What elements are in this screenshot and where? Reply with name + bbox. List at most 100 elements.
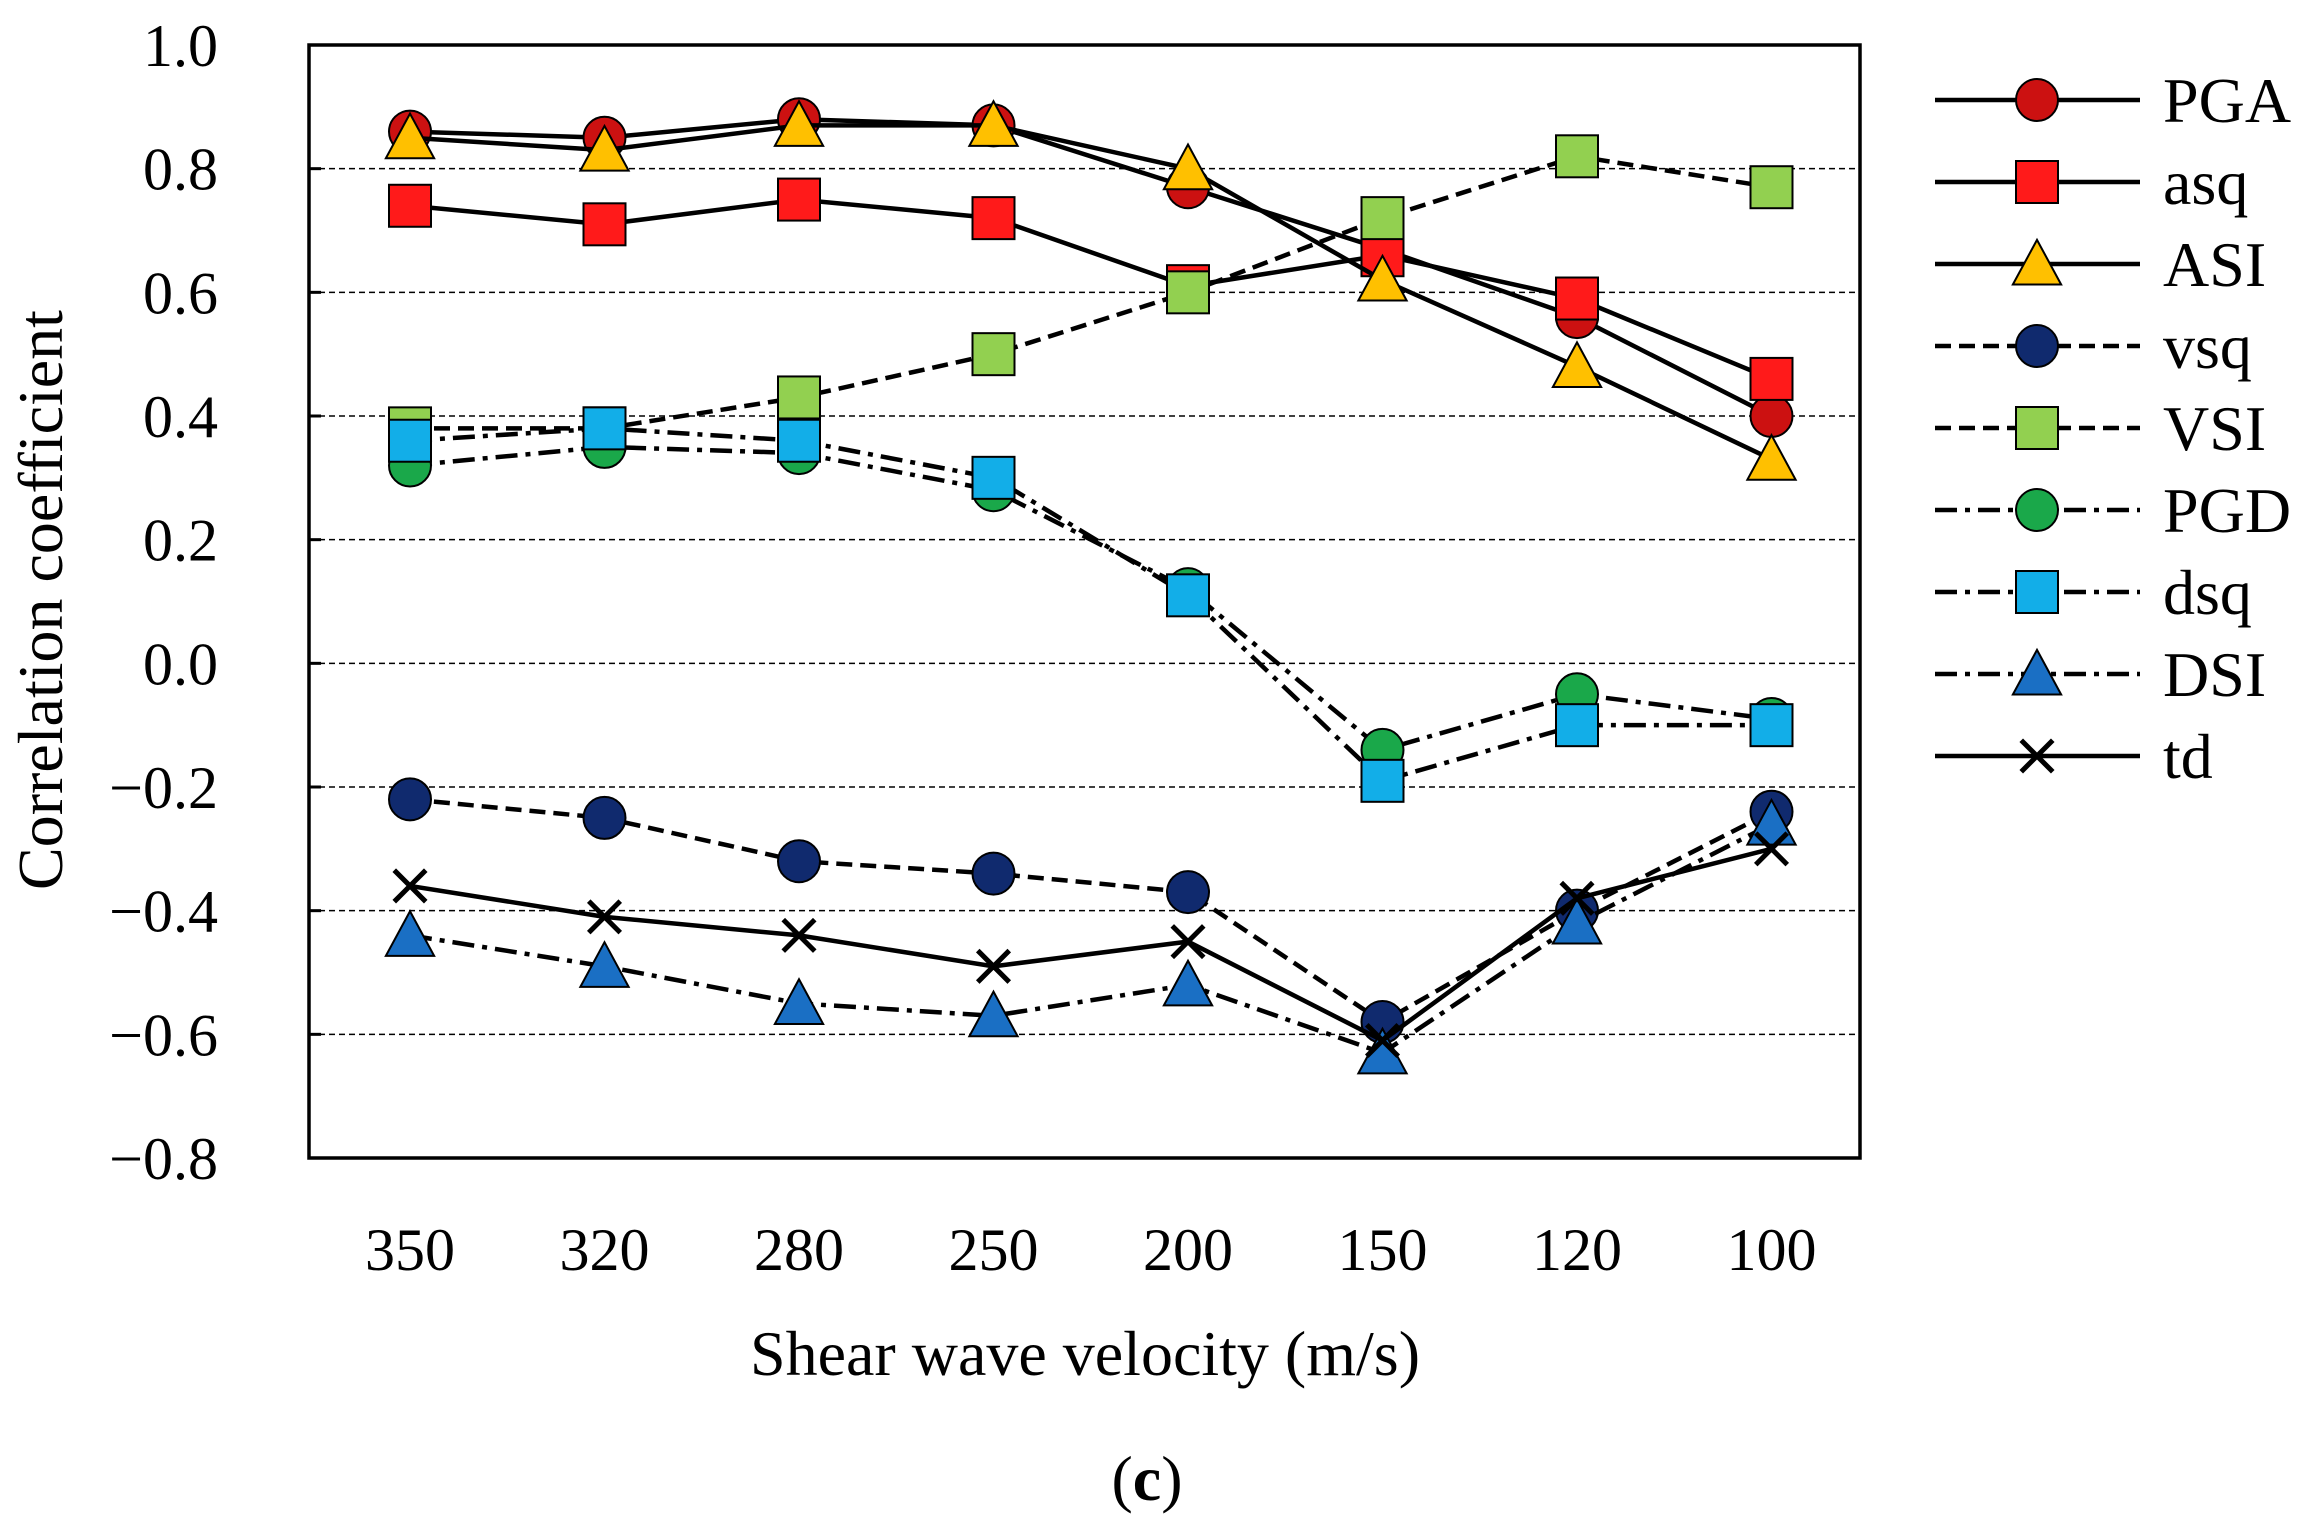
series-line bbox=[409, 197, 1773, 381]
data-point bbox=[586, 899, 623, 935]
legend-label: PGD bbox=[2163, 475, 2291, 546]
data-point bbox=[1170, 924, 1206, 960]
data-point bbox=[1749, 394, 1794, 438]
series-layer bbox=[384, 97, 1798, 1075]
data-point bbox=[582, 406, 627, 451]
data-point bbox=[1559, 880, 1595, 916]
x-tick-label: 280 bbox=[754, 1217, 844, 1283]
panel-label: (c) bbox=[1111, 1443, 1182, 1514]
data-point bbox=[388, 777, 432, 822]
data-point bbox=[1166, 573, 1210, 618]
data-point bbox=[1162, 958, 1214, 1007]
legend-label: PGA bbox=[2163, 65, 2291, 136]
series-line bbox=[409, 822, 1773, 1056]
series-td bbox=[392, 831, 1790, 1059]
data-point bbox=[781, 917, 817, 953]
series-line bbox=[409, 797, 1773, 1025]
data-point bbox=[1555, 276, 1599, 321]
series-line bbox=[410, 153, 1772, 431]
series-line bbox=[409, 444, 1772, 753]
data-point bbox=[1745, 433, 1798, 481]
data-point bbox=[1551, 340, 1603, 389]
data-point bbox=[582, 795, 627, 840]
legend-marker bbox=[2015, 324, 2059, 368]
legend-marker bbox=[2015, 406, 2059, 450]
data-point bbox=[777, 839, 821, 884]
data-point bbox=[971, 455, 1016, 500]
y-tick-label: −0.2 bbox=[109, 755, 218, 821]
data-point bbox=[1364, 1023, 1401, 1059]
x-tick-label: 120 bbox=[1532, 1217, 1622, 1283]
legend-item: vsq bbox=[1935, 311, 2252, 382]
data-point bbox=[388, 418, 432, 463]
series-dsq bbox=[388, 406, 1794, 803]
x-tick-label: 150 bbox=[1338, 1217, 1428, 1283]
data-point bbox=[1166, 270, 1210, 315]
legend-label: DSI bbox=[2163, 639, 2266, 710]
y-tick-label: −0.8 bbox=[109, 1126, 218, 1192]
data-point bbox=[582, 202, 627, 247]
y-tick-label: 1.0 bbox=[143, 13, 218, 79]
legend-label: dsq bbox=[2163, 557, 2252, 628]
data-point bbox=[1555, 703, 1599, 748]
legend-label: td bbox=[2163, 721, 2213, 792]
legend-marker bbox=[2011, 237, 2063, 286]
series-line bbox=[409, 116, 1773, 419]
data-point bbox=[1360, 758, 1405, 803]
data-point bbox=[578, 940, 631, 988]
panel-label-letter: c bbox=[1133, 1443, 1161, 1514]
series-line bbox=[409, 123, 1773, 462]
data-point bbox=[777, 375, 821, 420]
data-point bbox=[1166, 870, 1210, 915]
data-point bbox=[392, 868, 428, 904]
x-tick-label: 350 bbox=[365, 1217, 455, 1283]
data-point bbox=[967, 989, 1020, 1038]
data-point bbox=[971, 196, 1016, 241]
y-tick-label: 0.2 bbox=[143, 508, 218, 574]
data-point bbox=[388, 183, 432, 228]
y-tick-label: −0.4 bbox=[109, 879, 218, 945]
legend-marker bbox=[2015, 78, 2059, 122]
legend-item: ASI bbox=[1935, 229, 2266, 300]
data-point bbox=[1551, 896, 1603, 945]
data-point bbox=[1356, 253, 1409, 302]
y-tick-label: 0.4 bbox=[143, 384, 218, 450]
x-tick-label: 320 bbox=[560, 1217, 650, 1283]
series-DSI bbox=[384, 797, 1798, 1075]
series-VSI bbox=[388, 134, 1794, 451]
data-point bbox=[777, 418, 821, 463]
data-point bbox=[1749, 703, 1794, 748]
series-line bbox=[409, 846, 1773, 1044]
legend-item: td bbox=[1935, 721, 2213, 792]
legend-label: vsq bbox=[2163, 311, 2252, 382]
legend-item: PGD bbox=[1935, 475, 2291, 546]
data-point bbox=[773, 99, 825, 147]
plot-frame bbox=[307, 43, 1862, 1160]
legend-item: DSI bbox=[1935, 639, 2266, 710]
y-tick-label: 0.8 bbox=[143, 137, 218, 203]
y-tick-label: −0.6 bbox=[109, 1002, 218, 1068]
data-point bbox=[971, 851, 1016, 896]
legend-marker bbox=[2015, 488, 2059, 532]
data-point bbox=[773, 977, 825, 1025]
data-point bbox=[971, 332, 1016, 377]
x-tick-label: 250 bbox=[949, 1217, 1039, 1283]
data-point bbox=[967, 99, 1020, 147]
data-point bbox=[1749, 356, 1794, 401]
x-tick-label: 200 bbox=[1143, 1217, 1233, 1283]
series-ASI bbox=[384, 99, 1798, 481]
y-tick-label: 0.0 bbox=[143, 631, 218, 697]
data-point bbox=[777, 177, 821, 222]
data-point bbox=[1753, 831, 1790, 867]
y-axis-title: Correlation coefficient bbox=[5, 310, 76, 890]
data-point bbox=[1162, 142, 1214, 191]
data-point bbox=[384, 111, 436, 160]
data-point bbox=[1749, 165, 1794, 210]
x-axis: 350 320 280 250 200 150 120 100 bbox=[365, 1217, 1817, 1283]
legend-item: PGA bbox=[1935, 65, 2291, 136]
legend-label: VSI bbox=[2163, 393, 2266, 464]
legend-marker bbox=[2015, 570, 2059, 614]
